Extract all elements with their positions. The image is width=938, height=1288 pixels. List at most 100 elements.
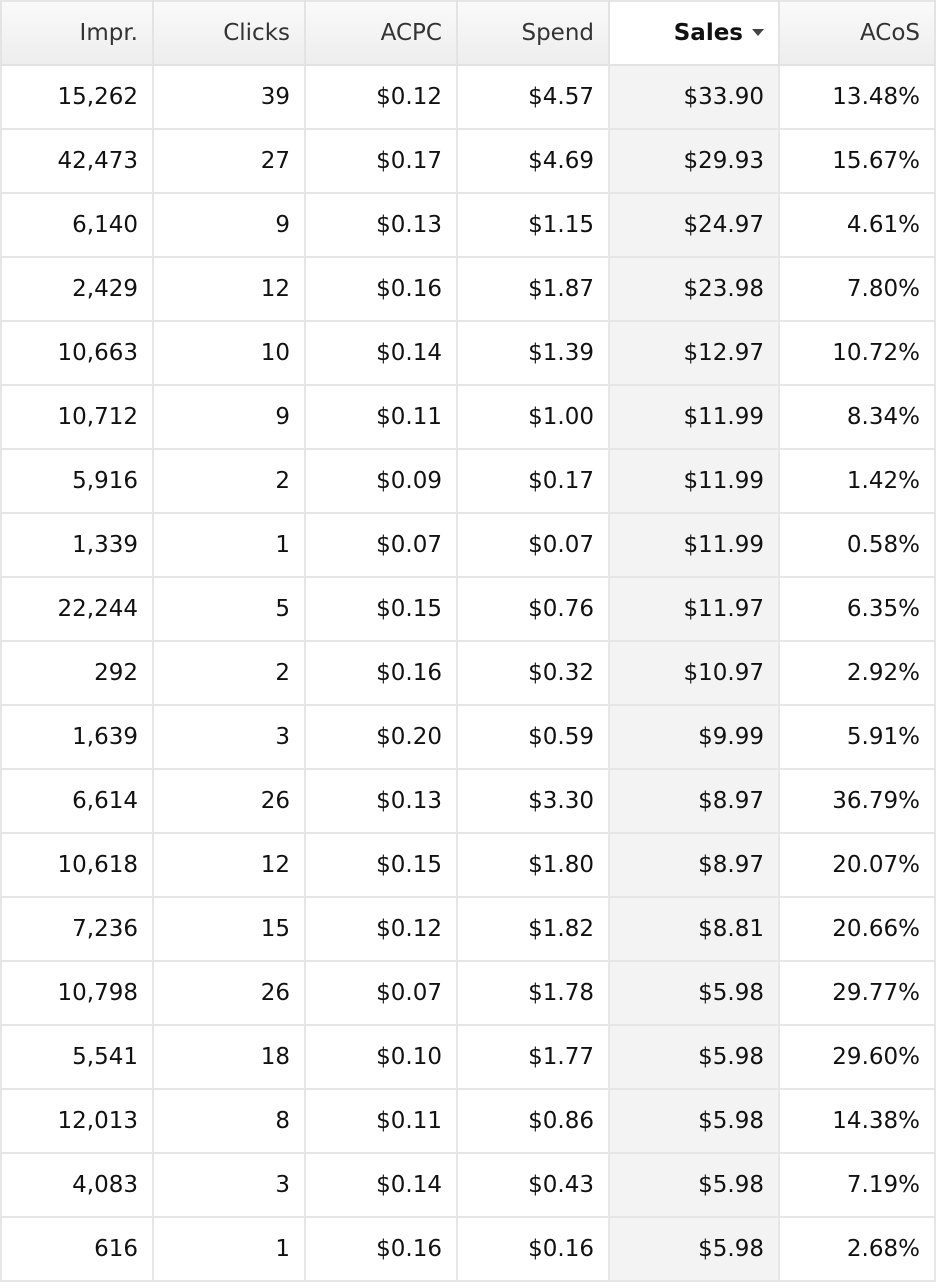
cell-acpc: $0.15 xyxy=(304,576,458,642)
table-row: 12,013 8 $0.11 $0.86 $5.98 14.38% xyxy=(0,1088,936,1154)
cell-acpc: $0.09 xyxy=(304,448,458,514)
table-row: 10,618 12 $0.15 $1.80 $8.97 20.07% xyxy=(0,832,936,898)
cell-sales: $10.97 xyxy=(608,640,780,706)
cell-clicks: 39 xyxy=(152,64,306,130)
cell-acos: 13.48% xyxy=(778,64,936,130)
table-row: 4,083 3 $0.14 $0.43 $5.98 7.19% xyxy=(0,1152,936,1218)
cell-spend: $1.00 xyxy=(456,384,610,450)
column-header-impr[interactable]: Impr. xyxy=(0,0,154,66)
header-row: Impr. Clicks ACPC Spend Sales ACoS xyxy=(0,0,936,66)
cell-acpc: $0.13 xyxy=(304,192,458,258)
table-row: 15,262 39 $0.12 $4.57 $33.90 13.48% xyxy=(0,64,936,130)
table-header: Impr. Clicks ACPC Spend Sales ACoS xyxy=(0,0,936,66)
cell-acos: 29.77% xyxy=(778,960,936,1026)
cell-acos: 10.72% xyxy=(778,320,936,386)
column-header-spend[interactable]: Spend xyxy=(456,0,610,66)
cell-spend: $1.82 xyxy=(456,896,610,962)
cell-acpc: $0.16 xyxy=(304,640,458,706)
table-row: 7,236 15 $0.12 $1.82 $8.81 20.66% xyxy=(0,896,936,962)
cell-impr: 1,639 xyxy=(0,704,154,770)
cell-acpc: $0.20 xyxy=(304,704,458,770)
sort-descending-icon xyxy=(752,29,764,36)
cell-acpc: $0.16 xyxy=(304,1216,458,1282)
cell-clicks: 3 xyxy=(152,704,306,770)
cell-spend: $1.39 xyxy=(456,320,610,386)
cell-clicks: 26 xyxy=(152,768,306,834)
cell-acos: 8.34% xyxy=(778,384,936,450)
column-header-label: Spend xyxy=(521,20,594,46)
cell-clicks: 2 xyxy=(152,448,306,514)
cell-clicks: 9 xyxy=(152,384,306,450)
cell-sales: $5.98 xyxy=(608,1024,780,1090)
cell-sales: $5.98 xyxy=(608,1088,780,1154)
cell-acpc: $0.07 xyxy=(304,960,458,1026)
column-header-acos[interactable]: ACoS xyxy=(778,0,936,66)
cell-sales: $5.98 xyxy=(608,1216,780,1282)
cell-spend: $0.16 xyxy=(456,1216,610,1282)
cell-acos: 0.58% xyxy=(778,512,936,578)
table-row: 1,639 3 $0.20 $0.59 $9.99 5.91% xyxy=(0,704,936,770)
table-row: 1,339 1 $0.07 $0.07 $11.99 0.58% xyxy=(0,512,936,578)
cell-acpc: $0.07 xyxy=(304,512,458,578)
cell-sales: $29.93 xyxy=(608,128,780,194)
cell-spend: $1.78 xyxy=(456,960,610,1026)
cell-sales: $11.99 xyxy=(608,384,780,450)
cell-spend: $0.32 xyxy=(456,640,610,706)
cell-impr: 1,339 xyxy=(0,512,154,578)
cell-impr: 12,013 xyxy=(0,1088,154,1154)
cell-impr: 10,712 xyxy=(0,384,154,450)
table-row: 10,663 10 $0.14 $1.39 $12.97 10.72% xyxy=(0,320,936,386)
column-header-label: Sales xyxy=(673,20,743,46)
cell-sales: $11.97 xyxy=(608,576,780,642)
cell-acpc: $0.12 xyxy=(304,64,458,130)
table-row: 6,614 26 $0.13 $3.30 $8.97 36.79% xyxy=(0,768,936,834)
cell-clicks: 1 xyxy=(152,512,306,578)
cell-impr: 22,244 xyxy=(0,576,154,642)
cell-spend: $0.86 xyxy=(456,1088,610,1154)
cell-sales: $5.98 xyxy=(608,1152,780,1218)
cell-impr: 292 xyxy=(0,640,154,706)
cell-clicks: 15 xyxy=(152,896,306,962)
cell-impr: 2,429 xyxy=(0,256,154,322)
cell-sales: $5.98 xyxy=(608,960,780,1026)
table-row: 5,916 2 $0.09 $0.17 $11.99 1.42% xyxy=(0,448,936,514)
table-row: 22,244 5 $0.15 $0.76 $11.97 6.35% xyxy=(0,576,936,642)
column-header-clicks[interactable]: Clicks xyxy=(152,0,306,66)
cell-acpc: $0.11 xyxy=(304,384,458,450)
cell-impr: 10,618 xyxy=(0,832,154,898)
cell-clicks: 12 xyxy=(152,256,306,322)
cell-acpc: $0.13 xyxy=(304,768,458,834)
table-row: 6,140 9 $0.13 $1.15 $24.97 4.61% xyxy=(0,192,936,258)
cell-impr: 10,663 xyxy=(0,320,154,386)
cell-clicks: 12 xyxy=(152,832,306,898)
cell-clicks: 8 xyxy=(152,1088,306,1154)
cell-acos: 2.92% xyxy=(778,640,936,706)
column-header-label: ACPC xyxy=(380,20,442,46)
cell-spend: $1.77 xyxy=(456,1024,610,1090)
table-row: 2,429 12 $0.16 $1.87 $23.98 7.80% xyxy=(0,256,936,322)
cell-spend: $0.43 xyxy=(456,1152,610,1218)
cell-spend: $0.07 xyxy=(456,512,610,578)
cell-impr: 5,916 xyxy=(0,448,154,514)
column-header-acpc[interactable]: ACPC xyxy=(304,0,458,66)
cell-sales: $24.97 xyxy=(608,192,780,258)
cell-clicks: 26 xyxy=(152,960,306,1026)
cell-clicks: 2 xyxy=(152,640,306,706)
cell-spend: $1.87 xyxy=(456,256,610,322)
column-header-sales[interactable]: Sales xyxy=(608,0,780,66)
cell-acos: 4.61% xyxy=(778,192,936,258)
cell-clicks: 27 xyxy=(152,128,306,194)
cell-acos: 7.19% xyxy=(778,1152,936,1218)
cell-sales: $9.99 xyxy=(608,704,780,770)
cell-impr: 5,541 xyxy=(0,1024,154,1090)
cell-clicks: 18 xyxy=(152,1024,306,1090)
cell-impr: 42,473 xyxy=(0,128,154,194)
cell-sales: $11.99 xyxy=(608,448,780,514)
cell-acos: 20.07% xyxy=(778,832,936,898)
cell-spend: $3.30 xyxy=(456,768,610,834)
cell-sales: $12.97 xyxy=(608,320,780,386)
cell-acos: 1.42% xyxy=(778,448,936,514)
cell-acos: 6.35% xyxy=(778,576,936,642)
cell-acpc: $0.14 xyxy=(304,320,458,386)
